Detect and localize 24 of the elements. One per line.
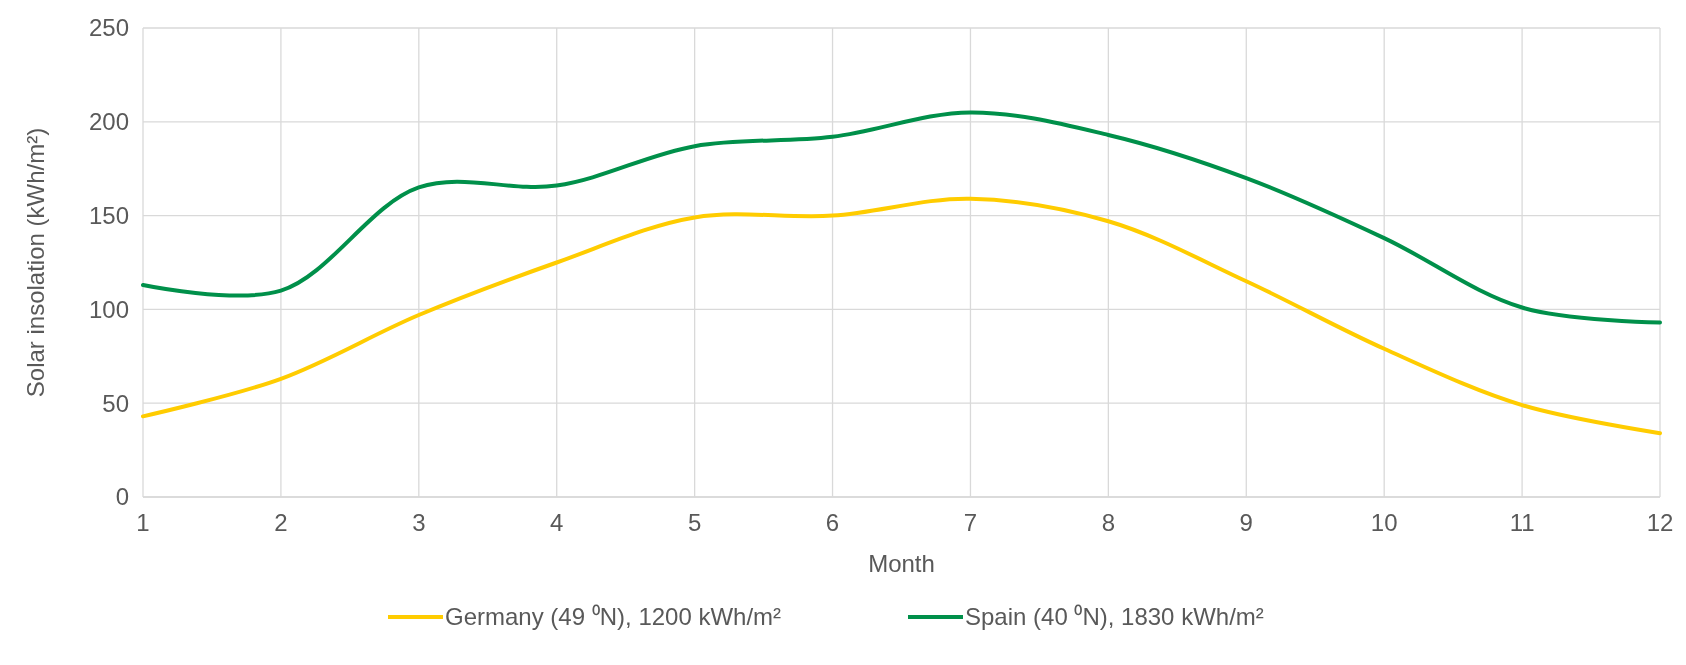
legend-label: Spain (40 ⁰N), 1830 kWh/m² [965,603,1264,631]
x-tick-label: 9 [1239,509,1253,536]
y-tick-label: 100 [88,295,129,323]
y-axis-title: Solar insolation (kWh/m²) [22,127,49,398]
line-series [141,196,1662,436]
legend-label: Germany (49 ⁰N), 1200 kWh/m² [445,603,782,631]
y-tick-label: 200 [88,108,129,136]
x-tick-label: 1 [136,509,150,536]
x-tick-label: 7 [963,509,978,536]
y-tick-label: 250 [88,14,129,42]
x-tick-label: 12 [1646,509,1674,536]
x-tick-label: 11 [1509,509,1535,536]
x-tick-label: 8 [1101,509,1116,536]
x-tick-label: 2 [274,509,288,536]
y-tick-label: 50 [102,389,129,417]
x-tick-label: 4 [550,509,564,536]
x-axis-title: Month [868,550,935,577]
y-tick-label: 150 [88,202,129,229]
line-series [141,110,1662,325]
x-tick-label: 3 [412,509,426,536]
x-tick-label: 5 [687,509,702,536]
y-tick-label: 0 [115,483,129,511]
x-tick-label: 6 [825,509,840,536]
x-tick-label: 10 [1370,509,1398,536]
